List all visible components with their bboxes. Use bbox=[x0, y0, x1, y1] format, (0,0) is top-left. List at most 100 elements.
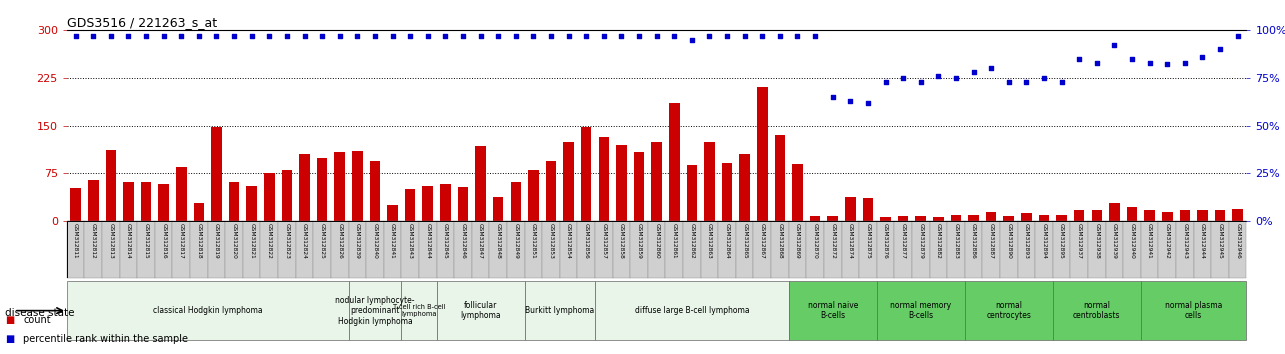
Bar bbox=[828, 216, 838, 221]
Bar bbox=[190, 221, 208, 278]
Bar bbox=[1074, 210, 1085, 221]
Bar bbox=[577, 221, 595, 278]
Point bbox=[735, 33, 756, 39]
Bar bbox=[405, 189, 415, 221]
Bar bbox=[546, 161, 556, 221]
Text: GSM312823: GSM312823 bbox=[284, 223, 289, 259]
Bar bbox=[1228, 221, 1246, 278]
Bar bbox=[876, 221, 894, 278]
Bar bbox=[666, 221, 684, 278]
Point bbox=[171, 33, 191, 39]
Text: percentile rank within the sample: percentile rank within the sample bbox=[23, 334, 188, 344]
Bar bbox=[1105, 221, 1123, 278]
Bar bbox=[194, 204, 204, 221]
Point bbox=[365, 33, 385, 39]
Bar bbox=[1123, 221, 1141, 278]
Bar bbox=[1180, 210, 1190, 221]
Bar bbox=[898, 216, 908, 221]
Text: disease state: disease state bbox=[5, 308, 75, 318]
Text: GSM312856: GSM312856 bbox=[583, 223, 589, 259]
Bar bbox=[951, 215, 961, 221]
Bar bbox=[894, 221, 912, 278]
Text: GDS3516 / 221263_s_at: GDS3516 / 221263_s_at bbox=[67, 16, 217, 29]
Point bbox=[628, 33, 649, 39]
Point bbox=[594, 33, 614, 39]
Point bbox=[224, 33, 244, 39]
Point bbox=[100, 33, 121, 39]
Bar bbox=[524, 221, 542, 278]
Text: classical Hodgkin lymphoma: classical Hodgkin lymphoma bbox=[153, 306, 262, 315]
Bar bbox=[67, 281, 348, 341]
Text: ■: ■ bbox=[5, 334, 14, 344]
Text: GSM312841: GSM312841 bbox=[391, 223, 394, 259]
Point bbox=[822, 94, 843, 100]
Text: GSM312858: GSM312858 bbox=[619, 223, 625, 259]
Point bbox=[752, 33, 772, 39]
Point bbox=[488, 33, 509, 39]
Text: GSM312867: GSM312867 bbox=[759, 223, 765, 259]
Bar bbox=[419, 221, 437, 278]
Point bbox=[382, 33, 402, 39]
Text: GSM312821: GSM312821 bbox=[249, 223, 254, 259]
Point bbox=[84, 33, 104, 39]
Point bbox=[276, 33, 297, 39]
Text: GSM312865: GSM312865 bbox=[743, 223, 747, 259]
Point bbox=[347, 33, 368, 39]
Text: GSM312840: GSM312840 bbox=[373, 223, 378, 259]
Bar bbox=[1232, 209, 1243, 221]
Point bbox=[1104, 42, 1124, 48]
Bar bbox=[229, 182, 239, 221]
Bar bbox=[490, 221, 508, 278]
Bar bbox=[141, 182, 152, 221]
Text: T-cell rich B-cell
lymphoma: T-cell rich B-cell lymphoma bbox=[393, 304, 445, 317]
Bar bbox=[1056, 215, 1067, 221]
Bar bbox=[581, 127, 591, 221]
Bar bbox=[317, 158, 328, 221]
Bar bbox=[965, 281, 1052, 341]
Bar bbox=[651, 142, 662, 221]
Text: GSM312816: GSM312816 bbox=[161, 223, 166, 258]
Bar bbox=[332, 221, 348, 278]
Bar bbox=[120, 221, 137, 278]
Text: GSM312874: GSM312874 bbox=[848, 223, 853, 259]
Text: normal
centrocytes: normal centrocytes bbox=[987, 301, 1031, 320]
Bar bbox=[296, 221, 314, 278]
Point bbox=[699, 33, 720, 39]
Bar bbox=[281, 170, 292, 221]
Bar bbox=[172, 221, 190, 278]
Text: GSM312879: GSM312879 bbox=[919, 223, 923, 259]
Point bbox=[770, 33, 790, 39]
Bar bbox=[67, 221, 85, 278]
Text: GSM312944: GSM312944 bbox=[1200, 223, 1205, 259]
Text: GSM312813: GSM312813 bbox=[108, 223, 113, 259]
Text: GSM312940: GSM312940 bbox=[1130, 223, 1135, 259]
Text: GSM312826: GSM312826 bbox=[337, 223, 342, 259]
Point bbox=[66, 33, 86, 39]
Text: GSM312822: GSM312822 bbox=[267, 223, 272, 259]
Bar bbox=[947, 221, 965, 278]
Bar bbox=[278, 221, 296, 278]
Text: GSM312815: GSM312815 bbox=[144, 223, 149, 259]
Bar bbox=[1158, 221, 1176, 278]
Bar bbox=[1141, 221, 1158, 278]
Bar bbox=[982, 221, 1000, 278]
Point bbox=[242, 33, 262, 39]
Text: GSM312843: GSM312843 bbox=[407, 223, 412, 259]
Bar bbox=[71, 188, 81, 221]
Bar bbox=[225, 221, 243, 278]
Bar bbox=[454, 221, 472, 278]
Text: GSM312820: GSM312820 bbox=[231, 223, 236, 259]
Bar bbox=[437, 221, 454, 278]
Bar bbox=[370, 161, 380, 221]
Text: GSM312851: GSM312851 bbox=[531, 223, 536, 259]
Text: GSM312939: GSM312939 bbox=[1112, 223, 1117, 259]
Bar bbox=[348, 221, 366, 278]
Text: diffuse large B-cell lymphoma: diffuse large B-cell lymphoma bbox=[635, 306, 749, 315]
Bar bbox=[1162, 212, 1172, 221]
Point bbox=[646, 33, 667, 39]
Bar bbox=[912, 221, 929, 278]
Point bbox=[1140, 60, 1160, 65]
Bar bbox=[616, 145, 627, 221]
Bar bbox=[137, 221, 155, 278]
Text: normal
centroblasts: normal centroblasts bbox=[1073, 301, 1121, 320]
